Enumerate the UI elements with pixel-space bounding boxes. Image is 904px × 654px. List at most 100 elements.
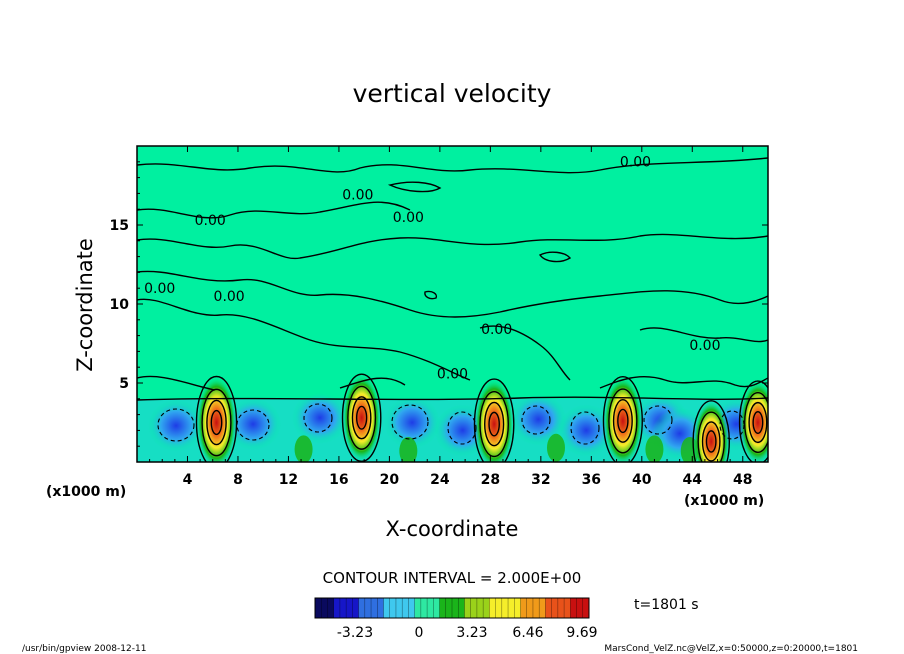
colorbar-cell [501,598,509,618]
colorbar-cell [489,598,497,618]
downdraft-patch [148,399,205,452]
x-tick-label: 4 [183,472,193,488]
colorbar-cell [514,598,521,618]
y-tick-label: 10 [110,297,130,313]
contour-line [137,233,768,260]
contour-line [538,251,572,263]
colorbar-tick-label: 9.69 [566,625,597,641]
x-tick-label: 28 [481,472,500,488]
downdraft-patch [384,396,441,449]
x-tick-label: 48 [733,472,752,488]
colorbar-cell [452,598,459,618]
negative-contour [236,409,270,441]
core-contour [748,401,768,444]
x-tick-label: 36 [582,472,601,488]
contour-line [339,377,406,389]
contour-line [137,375,216,391]
negative-contour [157,408,195,442]
x-tick-label: 24 [430,472,450,488]
core-contour [617,408,629,434]
x-tick-label: 20 [380,472,400,488]
contour-lines [137,157,768,401]
colorbar-cell [495,598,503,618]
footer-right: MarsCond_VelZ.nc@VelZ,x=0:50000,z=0:2000… [604,644,858,654]
core-contour [705,430,717,453]
colorbar-cell [377,598,384,618]
colorbar-tick-label: 3.23 [456,625,487,641]
negative-contour [447,411,477,445]
y-tick-label: 5 [119,376,129,392]
core-contour [697,411,725,462]
contour-line [137,201,411,219]
colorbar-cell [321,598,328,618]
colorbar-cell [389,598,397,618]
surface-bump [399,436,418,462]
colorbar-cell [539,598,546,618]
x-unit-left: (x1000 m) [46,484,126,500]
colorbar-cell [420,598,428,618]
negative-contour [719,410,745,440]
contour-label: 0.00 [689,338,720,354]
colorbar-cell [333,598,341,618]
core-contour [210,409,223,436]
colorbar-tick-label: 6.46 [512,625,543,641]
core-contour [738,380,768,462]
y-axis-ticks: 5 10 15 [110,161,768,447]
downdraft-patch [510,393,567,446]
colorbar-cell [427,598,434,618]
colorbar-cell [315,598,322,618]
colorbar-cell [402,598,409,618]
downdraft-patch [225,398,282,451]
colorbar-cell [526,598,534,618]
colorbar-cell [570,598,578,618]
x-axis-ticks: 4 8 12 16 20 24 28 32 36 40 44 48 [149,146,756,488]
colorbar-tick-label: 0 [415,625,424,641]
negative-contours [157,403,745,445]
negative-contour [303,403,333,433]
colorbar-cell [508,598,515,618]
colorbar-cell [439,598,447,618]
colorbar-cell [470,598,478,618]
negative-contour [391,404,429,440]
negative-contour [643,405,673,435]
colorbar-cell [352,598,360,618]
contour-line [387,181,442,193]
contour-label: 0.00 [393,210,424,226]
core-contour [473,378,515,462]
colorbar-cell [339,598,347,618]
y-tick-label: 15 [110,218,129,234]
colorbar-frame [314,597,590,619]
colorbar-cell [564,598,571,618]
contour-line [424,290,438,300]
colorbar-cell [408,598,416,618]
core-contour [608,388,638,454]
y-axis-label: Z-coordinate [73,238,97,372]
x-unit-right: (x1000 m) [684,493,764,509]
colorbar-cell [551,598,559,618]
colorbar-cell [327,598,335,618]
surface-bump [546,433,565,462]
contour-line [137,270,768,318]
negative-contour [521,405,551,435]
contour-line [639,327,768,343]
contour-line [479,325,571,381]
colorbar [314,597,590,619]
colorbar-cell [532,598,540,618]
core-contour [692,400,731,462]
contour-interval: CONTOUR INTERVAL = 2.000E+00 [323,569,582,587]
core-contour [752,411,764,434]
colorbar-cell [545,598,553,618]
contour-line [137,396,768,401]
core-contour [701,421,721,462]
downdraft-patch [291,391,348,444]
colorbar-cell [433,598,441,618]
core-contour [355,405,368,430]
colorbar-tick-label: -3.23 [337,625,373,641]
colorbar-ticks: -3.23 0 3.23 6.46 9.69 [337,625,598,641]
contour-line [137,157,768,174]
x-tick-label: 12 [279,472,298,488]
colorbar-cell [576,598,584,618]
core-contour [201,388,232,457]
core-contour [488,411,500,437]
contour-line [137,298,471,381]
